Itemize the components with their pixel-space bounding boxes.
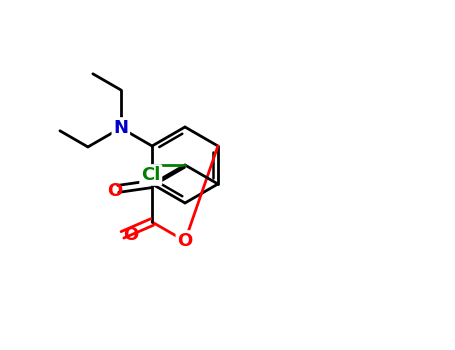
- Text: Cl: Cl: [141, 166, 161, 184]
- Text: O: O: [123, 226, 138, 244]
- Text: O: O: [177, 232, 192, 250]
- Text: N: N: [113, 119, 128, 137]
- Text: O: O: [107, 182, 122, 199]
